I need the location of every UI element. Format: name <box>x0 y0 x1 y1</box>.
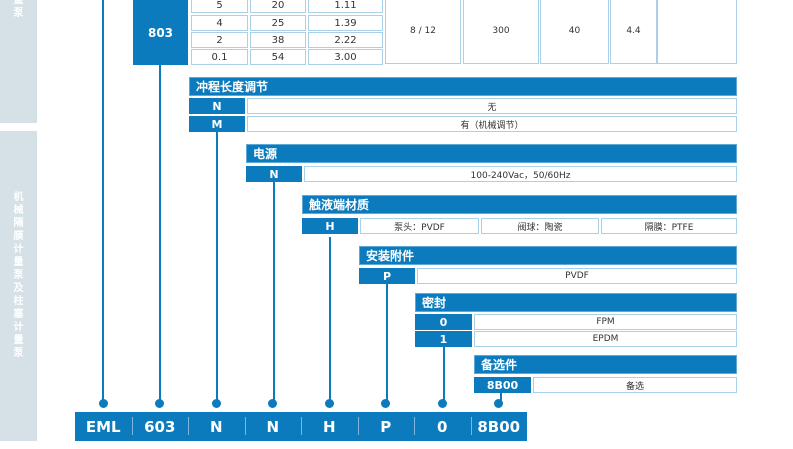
sidebar-top-label: 量泵 <box>13 0 24 19</box>
option-desc: PVDF <box>417 268 737 284</box>
table-cell: 2 <box>191 32 248 48</box>
connector-dot <box>381 399 391 408</box>
option-code: N <box>189 98 245 114</box>
table-cell: 300 <box>463 0 539 64</box>
option-desc: 泵头：PVDF <box>360 218 479 234</box>
table-cell: 4 <box>191 15 248 31</box>
connector-line <box>443 346 445 404</box>
connector-line <box>159 65 161 404</box>
table-cell: 5 <box>191 0 248 13</box>
table-cell: 4.4 <box>610 0 657 64</box>
table-cell: 1.39 <box>308 15 383 31</box>
section-header-power: 电源 <box>246 144 737 163</box>
connector-dot <box>494 399 504 408</box>
connector-dot <box>324 399 334 408</box>
model-code-bar: EML 603 N N H P 0 8B00 <box>75 412 527 441</box>
model-code-segment: 8B00 <box>477 417 521 436</box>
option-code: 8B00 <box>474 377 531 393</box>
divider <box>414 417 415 435</box>
connector-line <box>102 0 104 404</box>
section-header-wetted: 触液端材质 <box>302 195 737 214</box>
section-header-option: 备选件 <box>474 355 737 374</box>
connector-line <box>329 237 331 404</box>
divider <box>301 417 302 435</box>
divider <box>470 417 472 435</box>
table-cell: 38 <box>250 32 306 48</box>
table-cell: 1.11 <box>308 0 383 13</box>
connector-line <box>216 131 218 404</box>
section-header-mount: 安装附件 <box>359 246 737 265</box>
connector-dot <box>155 399 165 408</box>
connector-dot <box>437 399 447 408</box>
model-code-segment: N <box>266 417 280 436</box>
connector-line <box>273 181 275 404</box>
option-code: H <box>302 218 358 234</box>
model-code-segment: 603 <box>144 417 176 436</box>
option-code: M <box>189 116 245 132</box>
table-cell: 20 <box>250 0 306 13</box>
divider <box>244 417 246 435</box>
model-cell: 803 <box>133 0 188 65</box>
connector-dot <box>211 399 221 408</box>
connector-line <box>500 392 502 404</box>
option-code: 0 <box>415 314 472 330</box>
model-code-segment: EML <box>85 417 121 436</box>
divider <box>188 417 189 435</box>
sidebar-top: 量泵 <box>0 0 37 123</box>
model-code-segment: 0 <box>437 417 448 436</box>
table-cell: 3.00 <box>308 49 383 65</box>
sidebar-main-label: 机械隔膜计量泵及柱塞计量泵 <box>13 192 24 359</box>
option-code: P <box>359 268 415 284</box>
table-cell: 40 <box>540 0 609 64</box>
table-cell: 25 <box>250 15 306 31</box>
option-code: N <box>246 166 302 182</box>
option-desc: EPDM <box>474 331 737 347</box>
option-desc: 无 <box>247 98 737 114</box>
model-code-segment: N <box>209 417 223 436</box>
option-desc: 100-240Vac，50/60Hz <box>304 166 737 182</box>
table-cell: 54 <box>250 49 306 65</box>
section-header-stroke: 冲程长度调节 <box>189 77 737 96</box>
divider <box>131 417 133 435</box>
model-code-segment: P <box>380 417 392 436</box>
sidebar-main: 机械隔膜计量泵及柱塞计量泵 <box>0 131 37 441</box>
connector-dot <box>98 399 108 408</box>
option-desc: FPM <box>474 314 737 330</box>
table-cell: 8 / 12 <box>385 0 461 64</box>
option-desc: 备选 <box>533 377 737 393</box>
option-desc: 阀球：陶瓷 <box>481 218 599 234</box>
connector-dot <box>268 399 278 408</box>
table-cell <box>657 0 737 64</box>
option-desc: 有（机械调节） <box>247 116 737 132</box>
section-header-seal: 密封 <box>415 293 737 312</box>
table-cell: 0.1 <box>191 49 248 65</box>
model-code-segment: H <box>322 417 336 436</box>
option-desc: 隔膜：PTFE <box>601 218 737 234</box>
table-cell: 2.22 <box>308 32 383 48</box>
divider <box>357 417 359 435</box>
connector-line <box>386 283 388 404</box>
option-code: 1 <box>415 331 472 347</box>
